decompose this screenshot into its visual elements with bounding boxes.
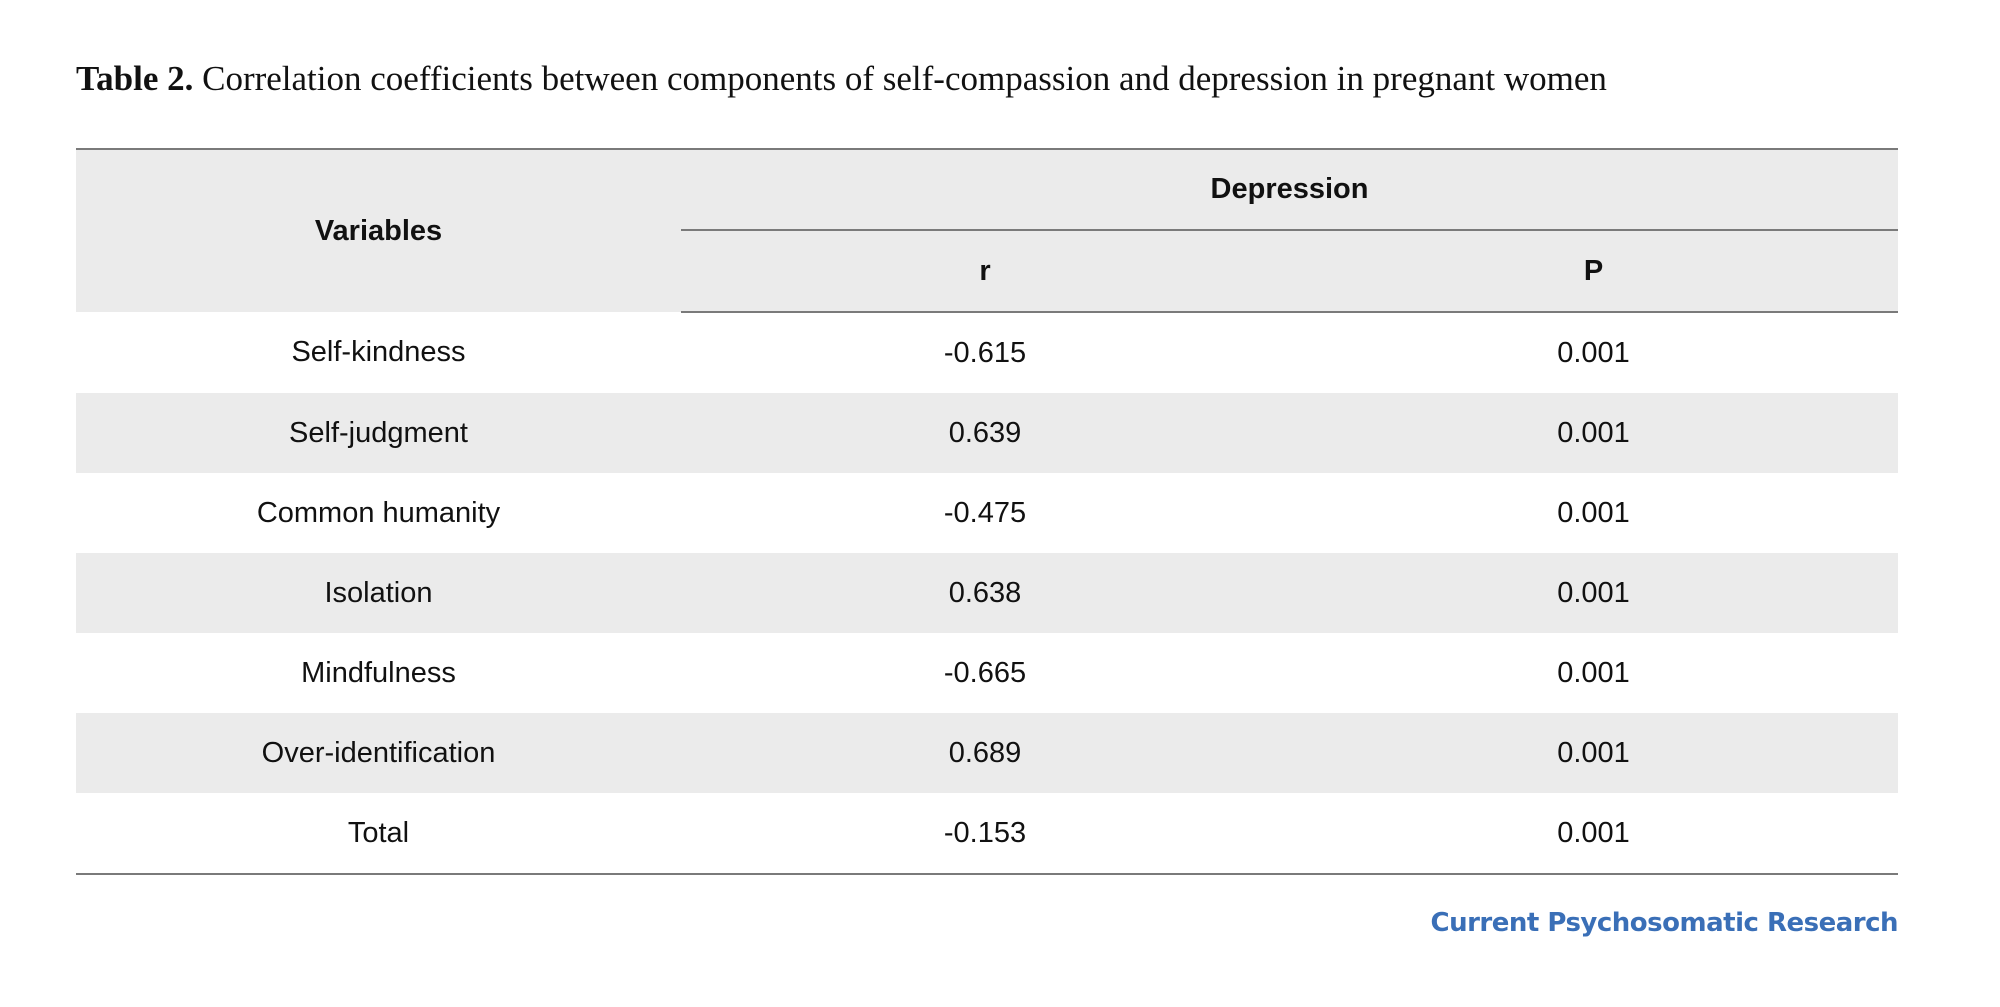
table-row: Common humanity -0.475 0.001 xyxy=(76,473,1898,553)
header-row-columns: r P xyxy=(76,230,1899,313)
cell-p: 0.001 xyxy=(1557,496,1630,529)
header-row-group: Variables Depression xyxy=(76,148,1899,312)
cell-r: 0.639 xyxy=(681,393,1289,473)
cell-variable: Mindfulness xyxy=(301,656,456,689)
table-caption-label: Table 2. xyxy=(76,59,194,98)
cell-r: -0.153 xyxy=(681,793,1289,875)
header-r: r xyxy=(681,230,1289,313)
cell-r: -0.615 xyxy=(943,336,1027,369)
journal-brand-logo: Current Psychosomatic Research xyxy=(1430,908,1899,938)
cell-variable: Isolation xyxy=(76,553,681,633)
table-body: Self-kindness -0.615 0.001 Self-judgment… xyxy=(76,312,1899,875)
cell-r: 0.689 xyxy=(681,713,1289,793)
table-caption: Table 2. Correlation coefficients betwee… xyxy=(76,56,1607,102)
table-row: Total -0.153 0.001 xyxy=(76,793,1899,875)
cell-p: 0.001 xyxy=(1289,553,1899,633)
table-header: Variables Depression r P xyxy=(76,148,1899,313)
cell-variable: Self-kindness xyxy=(291,336,466,368)
cell-r: -0.665 xyxy=(943,656,1027,689)
cell-variable: Self-judgment xyxy=(76,393,681,473)
cell-variable: Common humanity xyxy=(256,496,501,529)
correlation-table: Variables Depression r P Self-kindness -… xyxy=(76,148,1899,875)
table-caption-text: Correlation coefficients between compone… xyxy=(202,59,1607,98)
table-row: Self-kindness -0.615 0.001 xyxy=(76,312,1898,393)
cell-p: 0.001 xyxy=(1557,336,1630,369)
cell-variable: Over-identification xyxy=(76,713,681,793)
cell-variable: Total xyxy=(76,793,681,875)
cell-p: 0.001 xyxy=(1289,793,1899,875)
table-row: Isolation 0.638 0.001 xyxy=(76,553,1899,633)
cell-p: 0.001 xyxy=(1557,656,1630,689)
cell-p: 0.001 xyxy=(1289,713,1899,793)
correlation-table-container: Variables Depression r P Self-kindness -… xyxy=(76,148,1899,875)
cell-r: -0.475 xyxy=(943,496,1027,529)
cell-r: 0.638 xyxy=(681,553,1289,633)
header-p: P xyxy=(1289,230,1899,313)
header-depression: Depression xyxy=(681,148,1899,231)
table-row: Self-judgment 0.639 0.001 xyxy=(76,393,1899,473)
table-row: Mindfulness -0.665 0.001 xyxy=(76,633,1898,713)
cell-p: 0.001 xyxy=(1289,393,1899,473)
table-row: Over-identification 0.689 0.001 xyxy=(76,713,1899,793)
header-variables: Variables xyxy=(76,148,681,312)
